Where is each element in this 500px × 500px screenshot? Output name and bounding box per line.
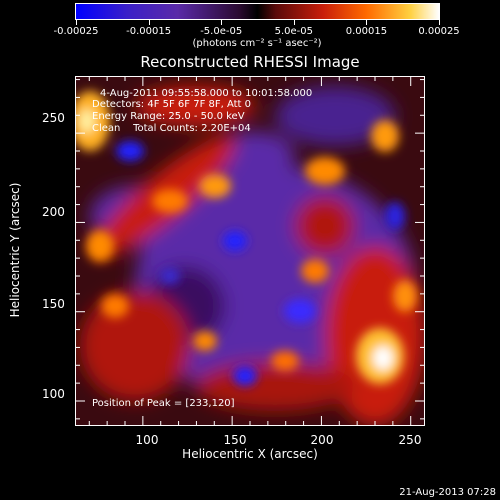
info-line-detectors: Detectors: 4F 5F 6F 7F 8F, Att 0 [92, 99, 252, 110]
rhessi-image [75, 76, 425, 426]
colorbar-tick [366, 20, 368, 25]
x-tick-label: 250 [398, 433, 422, 447]
info-line-time: 4-Aug-2011 09:55:58.000 to 10:01:58.000 [100, 88, 313, 99]
image-plot [75, 76, 425, 426]
plot-axes [75, 76, 425, 426]
info-line-energy: Energy Range: 25.0 - 50.0 keV [92, 111, 245, 122]
peak-position-label: Position of Peak = [233,120] [92, 398, 235, 409]
colorbar-tick-label: -0.00015 [126, 26, 172, 37]
colorbar-units: (photons cm⁻² s⁻¹ asec⁻²) [192, 38, 322, 49]
colorbar-tick-label: 0.00015 [345, 26, 388, 37]
x-tick-label: 100 [135, 433, 159, 447]
colorbar-tick-label: 5.0e-05 [274, 26, 313, 37]
y-tick-label: 100 [42, 387, 65, 401]
generation-timestamp: 21-Aug-2013 07:28 [399, 487, 496, 498]
colorbar-tick-label: -0.00025 [53, 26, 99, 37]
y-tick-label: 200 [42, 205, 65, 219]
x-axis-label: Heliocentric X (arcsec) [182, 447, 318, 461]
colorbar-tick [221, 20, 223, 25]
colorbar-tick-label: 0.00025 [418, 26, 460, 37]
y-axis-label: Heliocentric Y (arcsec) [8, 182, 22, 318]
info-line-counts: Clean Total Counts: 2.20E+04 [92, 123, 251, 134]
colorbar-tick-label: -5.0e-05 [200, 26, 243, 37]
colorbar-tick [76, 20, 77, 25]
y-tick-label: 250 [42, 111, 65, 125]
colorbar-tick [293, 20, 295, 25]
x-tick-label: 150 [223, 433, 247, 447]
colorbar-tick [148, 20, 150, 25]
plot-title: Reconstructed RHESSI Image [140, 53, 360, 71]
colorbar [75, 3, 440, 20]
x-tick-label: 200 [310, 433, 334, 447]
colorbar-tick [439, 20, 440, 25]
y-tick-label: 150 [42, 297, 65, 311]
